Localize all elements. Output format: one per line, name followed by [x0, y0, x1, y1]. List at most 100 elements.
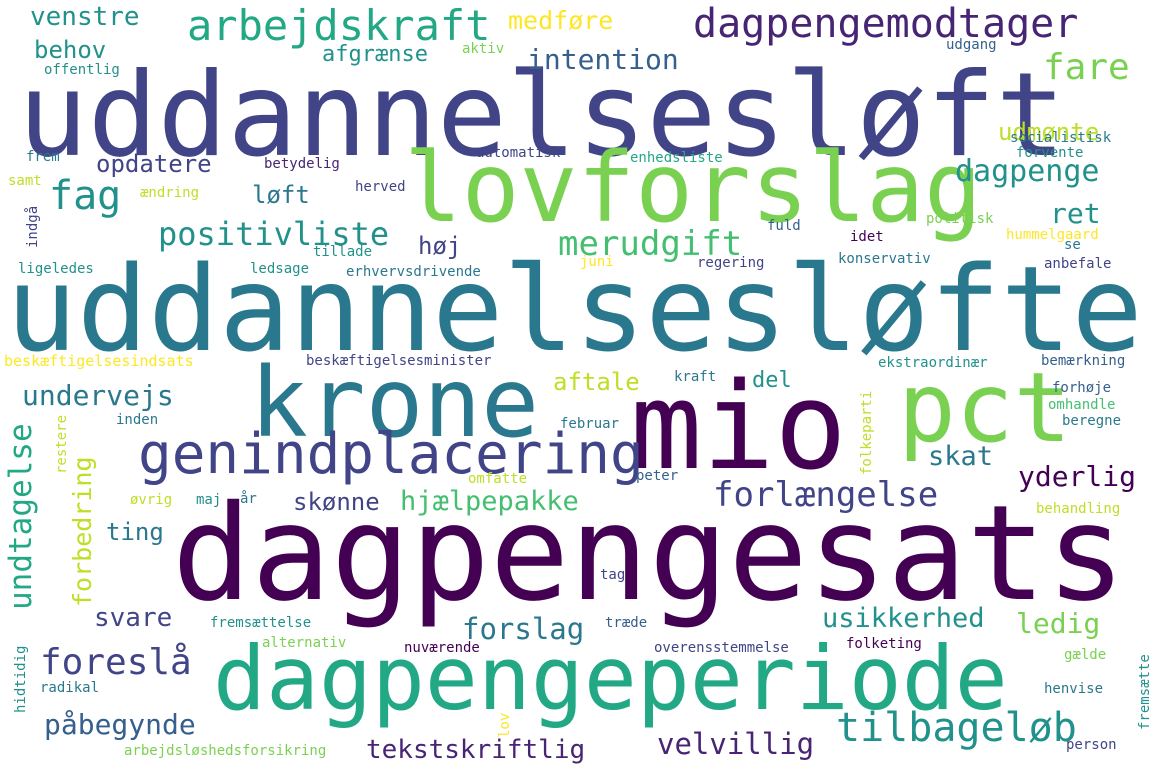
- word-hjaelpepakke: hjælpepakke: [400, 486, 579, 517]
- word-krone: krone: [250, 347, 539, 459]
- word-fare: fare: [1043, 47, 1130, 88]
- word-juni: juni: [580, 254, 614, 270]
- word-fremsaettelse: fremsættelse: [210, 615, 312, 631]
- word-omhandle: omhandle: [1048, 397, 1116, 413]
- word-restere: restere: [54, 414, 70, 474]
- word-behandling: behandling: [1036, 501, 1121, 517]
- word-oevrig: øvrig: [130, 492, 173, 508]
- word-overensstemmelse: overensstemmelse: [654, 640, 789, 656]
- word-dagpenge: dagpenge: [955, 154, 1100, 189]
- word-aftale: aftale: [553, 368, 640, 396]
- word-hoej: høj: [418, 232, 462, 260]
- word-medfoere: medføre: [508, 6, 614, 35]
- word-undtagelse: undtagelse: [3, 423, 39, 610]
- word-forslag: forslag: [462, 612, 585, 646]
- word-socialistisk: socialistisk: [1010, 130, 1112, 146]
- word-dagpengemodtager: dagpengemodtager: [693, 1, 1079, 47]
- word-genindplacering: genindplacering: [138, 422, 644, 487]
- word-folkeparti: folkeparti: [859, 390, 875, 475]
- word-venstre: venstre: [30, 2, 140, 32]
- word-loeft: løft: [252, 181, 310, 209]
- word-behov: behov: [34, 36, 107, 64]
- word-tekstskriftlig: tekstskriftlig: [366, 735, 586, 765]
- word-ligeledes: ligeledes: [18, 261, 94, 277]
- word-arbejdsloeshedsforsikring: arbejdsløshedsforsikring: [124, 743, 327, 759]
- word-februar: februar: [560, 416, 620, 432]
- word-forlaengelse: forlængelse: [713, 475, 939, 515]
- word-fag: fag: [49, 173, 122, 219]
- word-aktiv: aktiv: [462, 41, 505, 57]
- word-automatisk: automatisk: [476, 145, 561, 161]
- word-frem: frem: [26, 149, 60, 165]
- word-radikal: radikal: [40, 680, 100, 696]
- word-regering: regering: [697, 255, 765, 271]
- word-mio: mio: [630, 358, 847, 497]
- word-skat: skat: [928, 441, 994, 472]
- word-udmoente: udmønte: [998, 118, 1100, 146]
- word-aendring: ændring: [140, 185, 200, 201]
- word-opdatere: opdatere: [96, 150, 212, 178]
- word-politisk: politisk: [926, 211, 994, 227]
- word-beskaeftigelsesminister: beskæftigelsesminister: [306, 353, 492, 369]
- word-usikkerhed: usikkerhed: [822, 603, 985, 634]
- word-uddannelsesloeft: uddannelsesløft: [18, 48, 1066, 183]
- word-foreslaa: foreslå: [40, 642, 192, 683]
- word-ekstraordinaer: ekstraordinær: [878, 355, 988, 371]
- word-hidtidig: hidtidig: [13, 645, 29, 713]
- word-forbedring: forbedring: [68, 456, 97, 607]
- word-velvillig: velvillig: [657, 727, 815, 761]
- word-svare: svare: [94, 603, 173, 633]
- word-beregne: beregne: [1062, 413, 1122, 429]
- word-peter: peter: [636, 468, 679, 484]
- word-udgang: udgang: [946, 37, 997, 53]
- word-idet: idet: [850, 229, 884, 245]
- word-fremsaette: fremsætte: [1137, 654, 1153, 730]
- word-nuvaerende: nuværende: [404, 640, 480, 656]
- word-aar: år: [240, 491, 257, 507]
- word-pct: pct: [898, 352, 1072, 464]
- word-betydelig: betydelig: [264, 156, 340, 172]
- word-afgraense: afgrænse: [322, 42, 428, 67]
- word-forvente: forvente: [1016, 145, 1084, 161]
- word-konservativ: konservativ: [838, 251, 931, 267]
- word-dagpengeperiode: dagpengeperiode: [213, 627, 1008, 730]
- word-beskaeftigelsesindsats: beskæftigelsesindsats: [4, 352, 194, 370]
- word-anbefale: anbefale: [1044, 256, 1112, 272]
- word-forhoeje: forhøje: [1052, 380, 1112, 396]
- word-paabegynde: påbegynde: [44, 708, 196, 741]
- word-intention: intention: [527, 43, 679, 76]
- word-omfatte: omfatte: [468, 471, 528, 487]
- word-se: se: [1064, 237, 1081, 253]
- word-undervejs: undervejs: [22, 379, 174, 412]
- word-skoenne: skønne: [293, 488, 380, 516]
- word-ledig: ledig: [1016, 607, 1101, 640]
- word-kraft: kraft: [674, 369, 717, 385]
- word-uddannelsesloefte: uddannelsesløfte: [6, 240, 1143, 378]
- word-maj: maj: [196, 492, 222, 508]
- word-tag: tag: [600, 567, 626, 583]
- word-herved: herved: [355, 179, 406, 195]
- word-tilbageloeb: tilbageløb: [836, 705, 1077, 751]
- word-tillade: tillade: [313, 244, 373, 260]
- word-ledsage: ledsage: [250, 261, 310, 277]
- word-offentlig: offentlig: [44, 62, 120, 78]
- word-traede: træde: [605, 615, 648, 631]
- word-merudgift: merudgift: [558, 224, 743, 264]
- word-del: del: [752, 368, 792, 393]
- word-samt: samt: [8, 173, 42, 189]
- word-gaelde: gælde: [1064, 647, 1107, 663]
- word-ret: ret: [1050, 197, 1101, 230]
- word-lov: lov: [497, 712, 513, 738]
- word-indgaa: indgå: [25, 205, 41, 248]
- word-alternativ: alternativ: [262, 635, 347, 651]
- word-dagpengesats: dagpengesats: [172, 477, 1126, 631]
- word-henvise: henvise: [1044, 681, 1104, 697]
- word-enhedsliste: enhedsliste: [630, 150, 723, 166]
- word-arbejdskraft: arbejdskraft: [187, 1, 491, 50]
- word-lovforslag: lovforslag: [404, 132, 982, 244]
- word-inden: inden: [116, 412, 159, 428]
- word-erhvervsdrivende: erhvervsdrivende: [346, 264, 481, 280]
- word-positivliste: positivliste: [158, 215, 390, 253]
- word-folketing: folketing: [846, 636, 922, 652]
